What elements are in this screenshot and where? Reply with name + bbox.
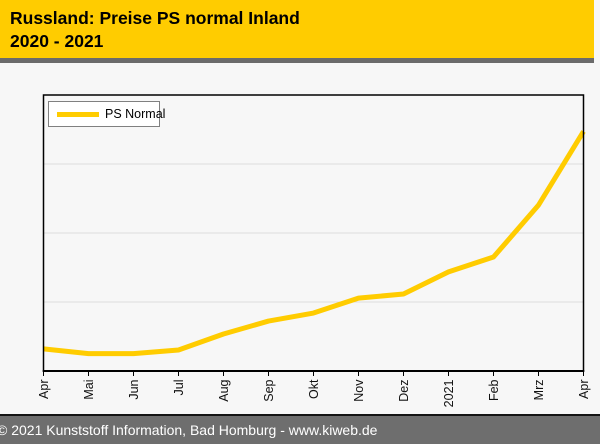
price-line-chart: Apr Mai Jun Jul Aug Sep Okt Nov Dez 2021 Feb Mrz Apr bbox=[37, 94, 591, 407]
chart-header: Russland: Preise PS normal Inland 2020 -… bbox=[0, 0, 594, 63]
legend-label: PS Normal bbox=[105, 107, 166, 121]
chart-title-line1: Russland: Preise PS normal Inland bbox=[10, 8, 300, 28]
x-tick-label: Jun bbox=[127, 379, 141, 399]
x-tick-label: Sep bbox=[262, 379, 276, 401]
x-tick-label: Jul bbox=[172, 380, 186, 396]
x-tick-label: 2021 bbox=[442, 379, 456, 407]
x-tick-label: Aug bbox=[217, 379, 231, 401]
legend-line-swatch bbox=[57, 111, 99, 117]
x-tick-label: Apr bbox=[37, 380, 51, 399]
x-tick-label: Apr bbox=[577, 380, 591, 399]
chart-area: Apr Mai Jun Jul Aug Sep Okt Nov Dez 2021 Feb Mrz Apr… bbox=[0, 63, 600, 414]
copyright-text: © 2021 Kunststoff Information, Bad Hombu… bbox=[0, 422, 378, 438]
x-tick-label: Mrz bbox=[532, 380, 546, 401]
x-tick-label: Mai bbox=[82, 380, 96, 400]
x-tick-label: Okt bbox=[307, 379, 321, 399]
x-tick-label: Dez bbox=[397, 380, 411, 402]
chart-title-line2: 2020 - 2021 bbox=[10, 31, 104, 51]
copyright-footer: © 2021 Kunststoff Information, Bad Hombu… bbox=[0, 414, 600, 444]
x-tick-label: Feb bbox=[487, 379, 501, 401]
chart-legend: PS Normal bbox=[48, 101, 165, 127]
series-line bbox=[43, 130, 586, 357]
x-tick-label: Nov bbox=[352, 379, 366, 402]
